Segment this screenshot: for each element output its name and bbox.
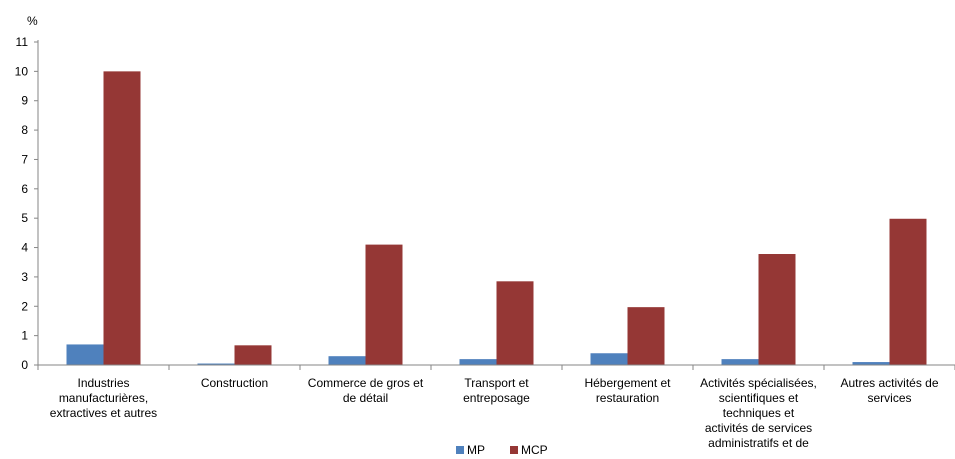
bar-mcp-2 [365,244,403,365]
x-axis-category-label: Industries manufacturières, extractives et… [50,376,157,420]
bars [66,71,927,365]
legend: MP MCP [456,443,548,457]
y-axis-tick-label: 11 [16,35,29,49]
bar-mp-3 [459,359,497,365]
legend-label-mp: MP [467,443,485,457]
x-axis-category-label: Transport et entreposage [463,376,530,405]
y-axis-tick-label: 3 [21,270,28,284]
y-axis-tick-label: 0 [21,358,28,372]
y-axis-tick-label: 2 [21,299,28,313]
bar-mcp-0 [103,71,141,365]
axes [37,40,955,370]
y-axis-unit-label: % [27,14,38,28]
bar-mp-0 [66,344,104,365]
bar-mcp-5 [758,254,796,365]
y-axis-tick-label: 10 [15,64,29,78]
x-axis-category-label: Hébergement et restauration [584,376,671,405]
y-axis-tick-label: 7 [21,152,28,166]
bar-mp-6 [852,362,890,365]
x-axis-category-label: Autres activités de services [840,376,938,405]
bar-mp-4 [590,353,628,365]
bar-mp-1 [197,363,235,365]
y-axis-tick-label: 4 [21,241,28,255]
bar-mcp-6 [889,218,927,365]
x-axis-category-label: Commerce de gros et de détail [308,376,424,405]
y-axis-tick-label: 6 [21,182,28,196]
legend-swatch-mcp [510,446,518,454]
legend-label-mcp: MCP [521,443,548,457]
bar-mcp-3 [496,281,534,365]
y-axis-ticks: 0 1 2 3 4 5 6 7 8 9 10 11 [15,35,38,372]
y-axis-tick-label: 5 [21,211,28,225]
x-axis-category-label: Activités spécialisées, scientifiques et t… [700,376,817,450]
bar-mcp-1 [234,345,272,365]
y-axis-tick-label: 1 [21,329,28,343]
x-axis-category-label: Construction [201,376,268,390]
bar-mcp-4 [627,307,665,365]
y-axis-tick-label: 8 [21,123,28,137]
bar-mp-2 [328,356,366,365]
y-axis-tick-label: 9 [21,94,28,108]
legend-swatch-mp [456,446,464,454]
x-axis-category-labels: Industries manufacturières, extractives et… [50,376,939,450]
bar-mp-5 [721,359,759,365]
